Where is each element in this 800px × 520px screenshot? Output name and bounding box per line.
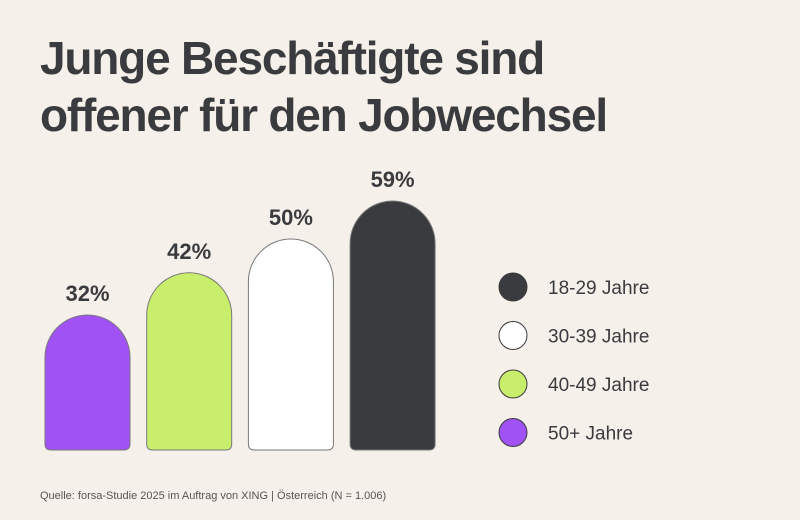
chart-title: Junge Beschäftigte sind offener für den … [40,30,608,144]
bar-18-29-jahre [349,200,436,451]
value-label: 50% [269,205,313,230]
value-label: 32% [65,281,109,306]
bar-50-jahre [44,314,131,451]
legend-swatch [498,418,528,447]
bar-30-39-jahre [247,238,334,451]
legend-swatch [498,321,528,350]
title-line-1: Junge Beschäftigte sind [40,32,545,84]
legend-swatch [498,369,528,399]
bar-40-49-jahre [146,272,233,451]
legend-label: 40-49 Jahre [548,375,649,396]
value-label: 42% [167,239,211,264]
legend-label: 30-39 Jahre [548,327,649,348]
value-label: 59% [371,167,415,192]
source-note: Quelle: forsa-Studie 2025 im Auftrag von… [40,490,387,502]
title-line-2: offener für den Jobwechsel [40,89,608,141]
legend-label: 50+ Jahre [548,424,633,445]
legend-swatch [498,272,528,302]
legend-label: 18-29 Jahre [548,278,649,299]
